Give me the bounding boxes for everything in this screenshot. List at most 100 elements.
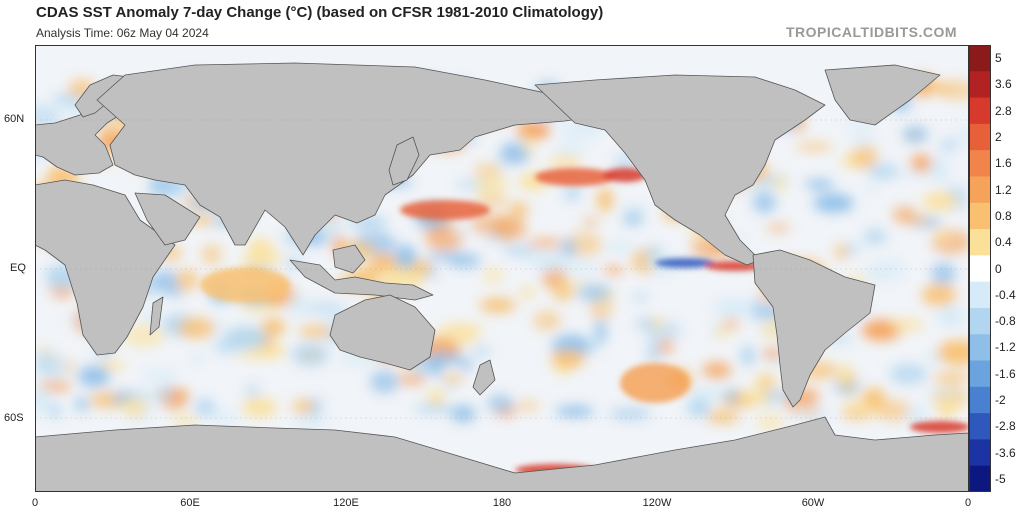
anomaly-blob: [852, 144, 878, 170]
anomaly-blob: [658, 338, 674, 355]
anomaly-feature: [535, 168, 615, 186]
land-madagascar: [149, 296, 164, 336]
anomaly-blob: [242, 397, 278, 418]
anomaly-blob: [722, 317, 740, 330]
colorbar-swatch: [969, 150, 991, 177]
anomaly-blob: [190, 352, 205, 363]
anomaly-blob: [224, 326, 268, 350]
anomaly-feature: [603, 168, 647, 182]
anomaly-blob: [954, 127, 969, 144]
anomaly-blob: [516, 401, 540, 411]
colorbar-swatch: [969, 45, 991, 72]
anomaly-feature: [910, 421, 969, 433]
anomaly-blob: [486, 393, 514, 413]
colorbar-swatch: [969, 281, 991, 309]
land-africa: [35, 179, 176, 356]
colorbar-label: 5: [995, 51, 1002, 66]
anomaly-blob: [194, 398, 216, 417]
anomaly-blob: [937, 339, 969, 366]
anomaly-blob: [508, 202, 529, 218]
anomaly-blob: [658, 321, 682, 340]
colorbar-label: -1.2: [995, 340, 1016, 355]
colorbar-swatch: [969, 439, 991, 467]
anomaly-blob: [646, 328, 663, 349]
lon-label-0-left: 0: [31, 497, 39, 509]
anomaly-blob: [493, 216, 526, 242]
colorbar-swatch: [969, 413, 991, 440]
land-indonesia: [289, 259, 434, 301]
anomaly-blob: [471, 345, 492, 358]
land-borneo: [332, 244, 366, 274]
anomaly-blob: [944, 397, 964, 412]
anomaly-blob: [528, 238, 563, 249]
colorbar-swatch: [969, 123, 991, 151]
lon-label-120e: 120E: [333, 497, 359, 509]
anomaly-blob: [752, 191, 777, 214]
land-asia: [96, 62, 606, 256]
colorbar-label: -3.6: [995, 445, 1016, 460]
anomaly-blob: [633, 293, 649, 302]
lon-label-180: 180: [492, 497, 512, 509]
lon-label-60w: 60W: [801, 497, 825, 509]
anomaly-blob: [932, 373, 969, 383]
anomaly-blob: [702, 361, 732, 379]
colorbar-swatch: [969, 255, 991, 283]
anomaly-blob: [603, 265, 624, 275]
colorbar-label: 1.2: [995, 182, 1012, 197]
anomaly-blob: [520, 287, 535, 298]
anomaly-blob: [397, 374, 427, 385]
anomaly-blob: [687, 398, 711, 417]
anomaly-blob: [516, 121, 551, 140]
anomaly-blob: [813, 193, 854, 213]
land-greenland: [824, 64, 941, 126]
anomaly-blob: [201, 244, 222, 266]
land-arabia: [134, 192, 201, 246]
anomaly-blob: [522, 135, 535, 157]
colorbar-label: 0: [995, 261, 1002, 276]
anomaly-blob: [414, 404, 454, 414]
anomaly-blob: [609, 408, 652, 420]
anomaly-blob: [766, 223, 791, 232]
anomaly-blob: [933, 228, 953, 243]
anomaly-blob: [245, 382, 260, 399]
colorbar-label: 2: [995, 130, 1002, 145]
land-japan: [388, 136, 420, 186]
anomaly-blob: [910, 154, 933, 172]
anomaly-blob: [474, 174, 509, 196]
land-antarctica: [35, 416, 969, 492]
anomaly-blob: [863, 228, 887, 246]
lon-label-120w: 120W: [642, 497, 672, 509]
anomaly-blob: [177, 317, 215, 339]
anomaly-blob: [548, 155, 582, 169]
anomaly-blob: [589, 299, 613, 320]
anomaly-blob: [173, 413, 198, 429]
land-south-america: [752, 249, 876, 408]
anomaly-blob: [48, 403, 62, 419]
anomaly-blob: [563, 187, 582, 201]
anomaly-blob: [892, 206, 916, 224]
anomaly-blob: [725, 387, 739, 405]
anomaly-blob: [249, 237, 267, 261]
anomaly-blob: [889, 363, 928, 385]
anomaly-blob: [835, 244, 848, 260]
anomaly-blob: [99, 360, 126, 371]
anomaly-blob: [576, 283, 612, 302]
anomaly-blob: [689, 387, 729, 401]
anomaly-blob: [153, 269, 179, 295]
anomaly-blob: [645, 348, 663, 360]
anomaly-blob: [582, 217, 600, 227]
anomaly-blob: [622, 215, 644, 226]
anomaly-blob: [555, 405, 594, 417]
anomaly-blob: [804, 179, 834, 190]
anomaly-blob: [442, 374, 464, 384]
anomaly-blob: [864, 263, 887, 283]
anomaly-blob: [483, 267, 503, 284]
anomaly-blob: [604, 241, 637, 254]
anomaly-blob: [841, 408, 872, 421]
anomaly-blob: [474, 195, 509, 207]
map-title: CDAS SST Anomaly 7-day Change (°C) (base…: [36, 4, 604, 21]
anomaly-feature: [400, 200, 490, 220]
anomaly-blob: [795, 142, 833, 152]
anomaly-blob: [121, 397, 148, 418]
map-frame: [35, 45, 969, 492]
